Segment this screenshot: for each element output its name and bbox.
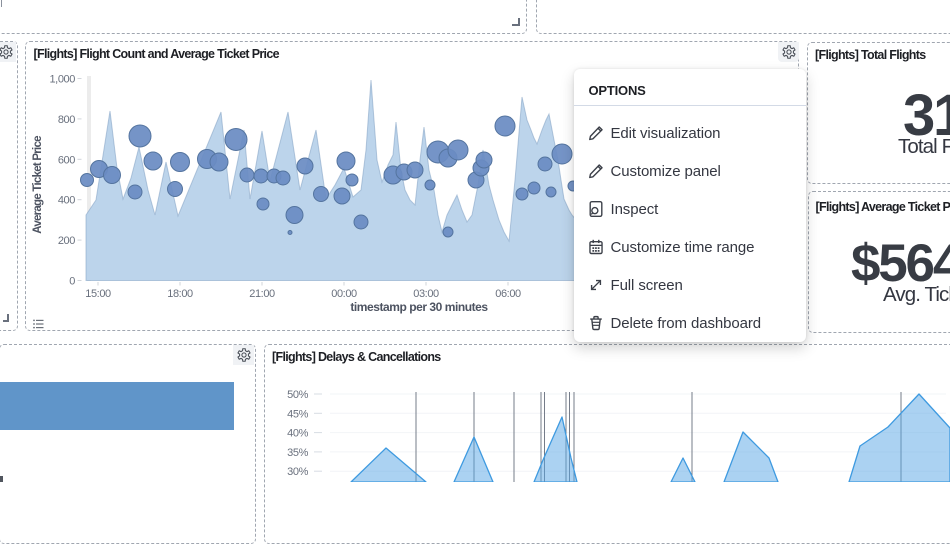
svg-text:800: 800 bbox=[58, 114, 75, 126]
svg-text:35%: 35% bbox=[287, 447, 308, 459]
svg-text:00:00: 00:00 bbox=[331, 288, 357, 300]
svg-text:21:00: 21:00 bbox=[249, 288, 275, 300]
svg-text:600: 600 bbox=[58, 154, 75, 166]
svg-text:40%: 40% bbox=[287, 428, 308, 440]
svg-text:50%: 50% bbox=[287, 389, 308, 401]
svg-text:06:00: 06:00 bbox=[495, 288, 521, 300]
svg-text:timestamp per 30 minutes: timestamp per 30 minutes bbox=[350, 300, 488, 314]
svg-text:15:00: 15:00 bbox=[85, 288, 111, 300]
svg-text:1,000: 1,000 bbox=[49, 74, 75, 86]
svg-text:0: 0 bbox=[69, 276, 75, 288]
svg-text:Average Ticket Price: Average Ticket Price bbox=[32, 136, 44, 234]
svg-text:03:00: 03:00 bbox=[413, 288, 439, 300]
svg-text:200: 200 bbox=[58, 235, 75, 247]
svg-text:30%: 30% bbox=[287, 466, 308, 478]
svg-text:400: 400 bbox=[58, 195, 75, 207]
svg-text:18:00: 18:00 bbox=[167, 288, 193, 300]
svg-text:45%: 45% bbox=[287, 408, 308, 420]
